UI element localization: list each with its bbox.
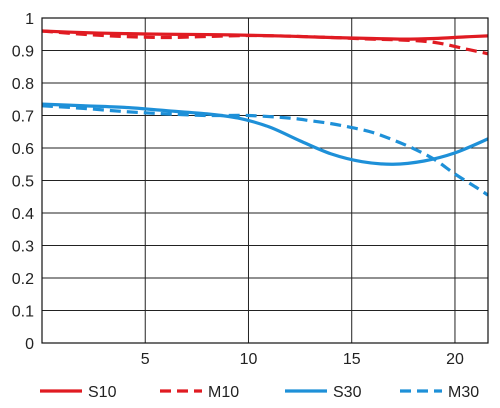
series-line-m10 xyxy=(42,29,488,56)
x-tick-label: 5 xyxy=(141,351,150,368)
y-tick-labels: 0 0.1 0.2 0.3 0.4 0.5 0.6 0.7 0.8 0.9 1 xyxy=(12,11,34,353)
x-tick-label: 20 xyxy=(446,351,464,368)
y-tick-label: 0.5 xyxy=(12,174,34,191)
x-tick-label: 10 xyxy=(240,351,258,368)
y-tick-label: 1 xyxy=(25,11,34,28)
y-tick-label: 0.3 xyxy=(12,239,34,256)
y-tick-label: 0.8 xyxy=(12,76,34,93)
y-tick-label: 0.6 xyxy=(12,141,34,158)
series-line-s30 xyxy=(42,102,488,166)
legend: S10 M10 S30 M30 xyxy=(40,384,479,401)
x-tick-labels: 5 10 15 20 xyxy=(141,351,464,368)
y-tick-label: 0.2 xyxy=(12,271,34,288)
series-group xyxy=(42,29,488,197)
y-tick-label: 0.9 xyxy=(12,44,34,61)
plot-frame xyxy=(41,17,489,344)
legend-label-s10: S10 xyxy=(88,384,117,401)
y-tick-label: 0.4 xyxy=(12,206,34,223)
y-tick-label: 0.1 xyxy=(12,304,34,321)
grid xyxy=(42,18,488,343)
series-line-m30 xyxy=(42,104,488,197)
y-tick-label: 0.7 xyxy=(12,109,34,126)
x-tick-label: 15 xyxy=(343,351,361,368)
legend-label-m30: M30 xyxy=(448,384,479,401)
y-tick-label: 0 xyxy=(25,336,34,353)
legend-label-m10: M10 xyxy=(208,384,239,401)
legend-label-s30: S30 xyxy=(333,384,362,401)
